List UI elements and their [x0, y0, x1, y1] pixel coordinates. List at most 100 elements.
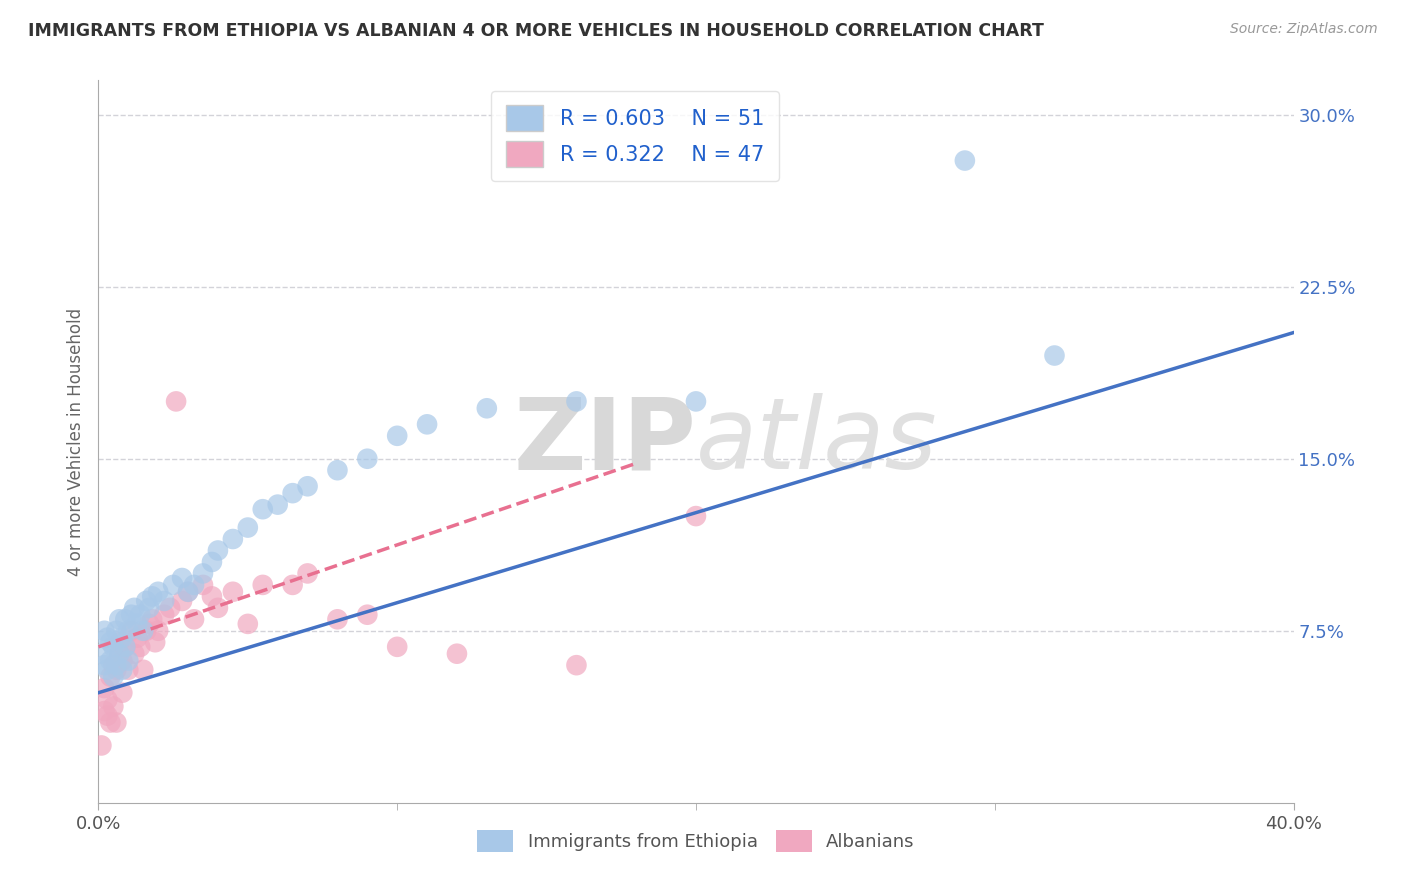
Point: [207, 543, 229, 558]
Point: [565, 394, 588, 409]
Point: [90, 739, 112, 753]
Point: [117, 663, 139, 677]
Point: [124, 647, 146, 661]
Point: [132, 663, 155, 677]
Point: [105, 624, 128, 638]
Point: [159, 600, 181, 615]
Point: [129, 640, 152, 654]
Point: [565, 658, 588, 673]
Point: [114, 612, 136, 626]
Point: [685, 509, 707, 524]
Point: [252, 502, 274, 516]
Point: [132, 624, 155, 638]
Point: [1043, 349, 1066, 363]
Point: [201, 555, 224, 569]
Point: [120, 624, 142, 638]
Point: [124, 600, 146, 615]
Point: [267, 498, 290, 512]
Point: [148, 624, 170, 638]
Point: [98, 635, 122, 649]
Point: [141, 612, 163, 626]
Point: [138, 616, 160, 631]
Point: [172, 594, 194, 608]
Point: [416, 417, 439, 432]
Text: Source: ZipAtlas.com: Source: ZipAtlas.com: [1230, 22, 1378, 37]
Text: IMMIGRANTS FROM ETHIOPIA VS ALBANIAN 4 OR MORE VEHICLES IN HOUSEHOLD CORRELATION: IMMIGRANTS FROM ETHIOPIA VS ALBANIAN 4 O…: [28, 22, 1045, 40]
Point: [165, 394, 187, 409]
Point: [103, 640, 125, 654]
Point: [103, 670, 125, 684]
Text: ZIP: ZIP: [513, 393, 696, 490]
Point: [114, 640, 136, 654]
Point: [96, 692, 118, 706]
Point: [120, 607, 142, 622]
Point: [297, 479, 319, 493]
Point: [111, 686, 134, 700]
Y-axis label: 4 or more Vehicles in Household: 4 or more Vehicles in Household: [66, 308, 84, 575]
Point: [141, 590, 163, 604]
Point: [685, 394, 707, 409]
Point: [326, 463, 349, 477]
Point: [96, 631, 118, 645]
Point: [108, 612, 131, 626]
Point: [385, 640, 409, 654]
Point: [108, 647, 131, 661]
Point: [127, 616, 149, 631]
Point: [114, 640, 136, 654]
Point: [222, 532, 245, 546]
Point: [446, 647, 468, 661]
Point: [111, 654, 134, 668]
Text: atlas: atlas: [696, 393, 938, 490]
Point: [356, 451, 378, 466]
Point: [117, 624, 139, 638]
Point: [183, 578, 205, 592]
Point: [153, 607, 176, 622]
Point: [326, 612, 349, 626]
Point: [103, 699, 125, 714]
Point: [93, 658, 115, 673]
Point: [105, 715, 128, 730]
Point: [111, 631, 134, 645]
Point: [172, 571, 194, 585]
Point: [207, 600, 229, 615]
Point: [356, 607, 378, 622]
Point: [177, 584, 200, 599]
Point: [162, 578, 184, 592]
Point: [281, 578, 304, 592]
Point: [98, 654, 122, 668]
Point: [135, 624, 157, 638]
Point: [103, 658, 125, 673]
Point: [385, 429, 409, 443]
Point: [222, 584, 245, 599]
Legend: Immigrants from Ethiopia, Albanians: Immigrants from Ethiopia, Albanians: [470, 822, 922, 859]
Point: [98, 715, 122, 730]
Point: [127, 631, 149, 645]
Point: [177, 584, 200, 599]
Point: [108, 647, 131, 661]
Point: [96, 663, 118, 677]
Point: [236, 520, 259, 534]
Point: [281, 486, 304, 500]
Point: [475, 401, 498, 416]
Point: [96, 708, 118, 723]
Point: [148, 584, 170, 599]
Point: [953, 153, 976, 168]
Point: [143, 635, 166, 649]
Point: [105, 658, 128, 673]
Point: [138, 600, 160, 615]
Point: [90, 647, 112, 661]
Point: [153, 594, 176, 608]
Point: [129, 607, 152, 622]
Point: [111, 663, 134, 677]
Point: [93, 704, 115, 718]
Point: [183, 612, 205, 626]
Point: [108, 635, 131, 649]
Point: [191, 566, 214, 581]
Point: [117, 654, 139, 668]
Point: [93, 681, 115, 695]
Point: [93, 624, 115, 638]
Point: [135, 594, 157, 608]
Point: [191, 578, 214, 592]
Point: [236, 616, 259, 631]
Point: [252, 578, 274, 592]
